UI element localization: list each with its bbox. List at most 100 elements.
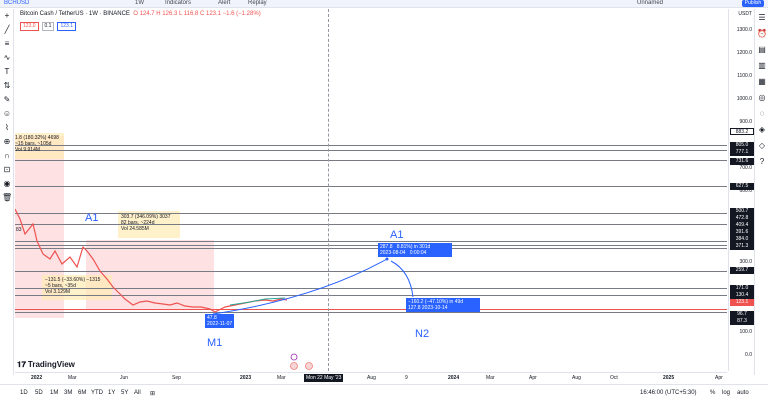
chart-pane[interactable]: Bitcoin Cash / TetherUS · 1W · BINANCE O… [15, 9, 727, 371]
layout-name[interactable]: Unnamed [637, 0, 664, 6]
bottom-toolbar: 1D 5D 1M 3M 6M YTD 1Y 5Y All ⊞ 16:46:00 … [0, 384, 768, 403]
measure-label-top: 1.8 (180.32%) 4698 ~15 bars, ~105d Vol 9… [15, 135, 59, 153]
symbol-legend: Bitcoin Cash / TetherUS · 1W · BINANCE O… [20, 11, 261, 17]
level-line[interactable] [15, 295, 727, 296]
range-button[interactable]: 1M [50, 390, 59, 396]
goto-date-icon[interactable]: ⊞ [150, 391, 156, 397]
publish-button[interactable]: Publish [742, 0, 764, 7]
trendline-icon[interactable]: ╱ [4, 25, 10, 34]
price-tag: 409.4 [730, 222, 754, 229]
notifications-icon[interactable]: ◇ [758, 141, 766, 150]
interval-button[interactable]: 1W [135, 0, 144, 6]
price-tick: 300.0 [739, 259, 752, 265]
level-line[interactable] [15, 160, 727, 161]
time-tick: Jun [120, 375, 129, 381]
clock-timezone[interactable]: 16:46:00 (UTC+5:30) [640, 390, 697, 396]
time-tick: Sep [172, 375, 181, 381]
magnet-icon[interactable]: ∩ [4, 151, 10, 160]
eye-icon[interactable]: ◉ [3, 179, 11, 188]
event-markers [290, 353, 313, 370]
price-tag: 805.0 [730, 142, 754, 149]
percent-toggle[interactable]: % [710, 390, 716, 396]
currency-label[interactable]: USDT [738, 11, 752, 17]
symbol-button[interactable]: BCHUSD [4, 0, 30, 6]
tradingview-logo[interactable]: 𝟏𝟕 TradingView [17, 360, 75, 369]
range-button[interactable]: 6M [78, 390, 87, 396]
brush-icon[interactable]: ✎ [3, 95, 11, 104]
price-tag: 371.3 [730, 243, 754, 250]
current-price-line [15, 309, 727, 310]
streams-icon[interactable]: ◈ [758, 125, 766, 134]
price-tick: 600.0 [739, 188, 752, 194]
chat-icon[interactable]: ◌ [759, 109, 765, 118]
hotlist-icon[interactable]: ▥ [758, 61, 766, 70]
indicators-button[interactable]: Indicators [165, 0, 192, 6]
auto-toggle[interactable]: auto [737, 390, 749, 396]
time-tick: 2024 [448, 375, 460, 381]
text-icon[interactable]: T [4, 67, 10, 76]
lock-icon[interactable]: ⊡ [3, 165, 11, 174]
help-icon[interactable]: ? [759, 157, 765, 166]
price-tick: 700.0 [739, 165, 752, 171]
price-tick: 900.0 [739, 119, 752, 125]
level-line[interactable] [15, 145, 727, 146]
range-button[interactable]: 3M [64, 390, 73, 396]
range-button[interactable]: YTD [91, 390, 103, 396]
calendar-icon[interactable]: ▦ [758, 77, 766, 86]
tradingview-logo-icon: 𝟏𝟕 [17, 360, 26, 369]
replay-button[interactable]: Replay [248, 0, 267, 6]
level-line[interactable] [15, 150, 727, 151]
price-tag: 384.0 [730, 236, 754, 243]
level-line[interactable] [15, 312, 727, 313]
level-line[interactable] [15, 248, 727, 249]
range-button[interactable]: 5D [35, 390, 43, 396]
level-line[interactable] [15, 241, 727, 242]
level-line[interactable] [15, 288, 727, 289]
level-line[interactable] [15, 245, 727, 246]
wave-label-m1: M1 [207, 337, 223, 349]
wave-label-a1-left: A1 [85, 212, 99, 224]
watchlist-icon[interactable]: ☰ [758, 13, 766, 22]
pattern-icon[interactable]: ∿ [3, 53, 11, 62]
buy-price[interactable]: 123.1 [57, 22, 76, 31]
measure-icon[interactable]: ⇅ [3, 81, 11, 90]
emoji-icon[interactable]: ☺ [2, 109, 12, 118]
fib-icon[interactable]: ≡ [4, 39, 10, 48]
projection-box-n2[interactable]: −160.2 (−47.10%) in 49d 127.8 2023-10-14 [406, 298, 480, 312]
level-line[interactable] [15, 271, 727, 272]
price-axis[interactable]: USDT 1300.0 1200.0 1100.0 1000.0 900.0 7… [728, 9, 754, 371]
log-toggle[interactable]: log [722, 390, 731, 396]
alerts-icon[interactable]: ⏰ [757, 29, 767, 38]
time-tick: 2025 [663, 375, 675, 381]
time-tick: Apr [529, 375, 537, 381]
projection-box-a1[interactable]: 287.8 8.81%) in 301d 2023-08-04 0:00:04 [378, 243, 452, 257]
time-axis[interactable]: 2022 Mar Jun Sep 2023 Mar Mon 22 May '23… [15, 372, 727, 382]
range-button[interactable]: 1Y [108, 390, 116, 396]
alert-button[interactable]: Alert [218, 0, 231, 6]
range-button[interactable]: All [134, 390, 141, 396]
price-tag: 96.7 [730, 311, 754, 318]
trash-icon[interactable]: 🗑 [2, 193, 13, 202]
crosshair-icon[interactable]: + [4, 11, 10, 20]
measure-label-mid: 303.7 (346.09%) 3037 82 bars, ~224d Vol … [121, 214, 171, 232]
data-window-icon[interactable]: ▤ [758, 45, 766, 54]
price-tag: 130.4 [730, 292, 754, 299]
price-tick: 1000.0 [736, 96, 752, 102]
ideas-icon[interactable]: ◎ [758, 93, 766, 102]
top-toolbar: BCHUSD 1W Indicators Alert Replay Unname… [0, 0, 768, 8]
sell-price[interactable]: 123.0 [20, 22, 39, 31]
level-line[interactable] [15, 186, 727, 187]
price-tick: 1200.0 [736, 50, 752, 56]
ruler-icon[interactable]: ⌇ [5, 123, 9, 132]
low-point-box-m1[interactable]: 47.8 2022-11-07 [205, 314, 235, 328]
price-tick: 0.0 [745, 352, 752, 358]
time-tick: 2023 [240, 375, 252, 381]
zoom-icon[interactable]: ⊕ [3, 137, 11, 146]
level-line[interactable] [15, 224, 727, 225]
price-tag: 731.6 [730, 158, 754, 165]
time-tick: Mar [277, 375, 286, 381]
wave-label-n2: N2 [415, 328, 430, 340]
level-line[interactable] [15, 213, 727, 214]
range-button[interactable]: 1D [20, 390, 28, 396]
range-button[interactable]: 5Y [121, 390, 129, 396]
